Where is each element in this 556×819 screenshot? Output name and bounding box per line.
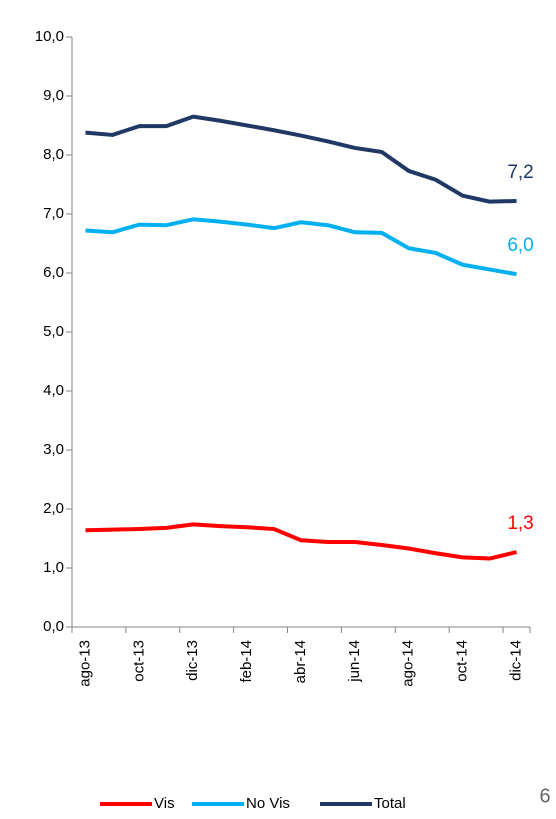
legend-label: Total: [374, 795, 406, 812]
x-tick-label: dic-14: [507, 640, 524, 681]
y-tick-label: 6,0: [43, 264, 64, 281]
series-line: [85, 217, 517, 277]
y-tick-label: 3,0: [43, 441, 64, 458]
series-line: [85, 114, 517, 204]
y-tick-label: 10,0: [35, 28, 64, 45]
series-line: [85, 522, 517, 561]
data-label: 1,3: [507, 513, 533, 534]
x-tick-label: abr-14: [292, 640, 309, 683]
y-tick-label: 0,0: [43, 618, 64, 635]
y-tick-label: 1,0: [43, 559, 64, 576]
legend-label: No Vis: [246, 795, 290, 812]
y-tick-label: 8,0: [43, 146, 64, 163]
x-tick-label: ago-14: [400, 640, 417, 687]
x-tick-label: oct-14: [454, 640, 471, 682]
x-tick-label: ago-13: [76, 640, 93, 687]
x-tick-label: feb-14: [238, 640, 255, 683]
y-tick-label: 2,0: [43, 500, 64, 517]
y-tick-label: 9,0: [43, 87, 64, 104]
data-label: 6,0: [507, 235, 533, 256]
x-tick-label: jun-14: [346, 640, 363, 683]
x-tick-label: oct-13: [130, 640, 147, 682]
page-number: 6: [539, 785, 550, 807]
x-tick-label: dic-13: [184, 640, 201, 681]
legend-label: Vis: [154, 795, 175, 812]
y-tick-label: 4,0: [43, 382, 64, 399]
y-tick-label: 7,0: [43, 205, 64, 222]
data-label: 7,2: [507, 162, 533, 183]
y-tick-label: 5,0: [43, 323, 64, 340]
